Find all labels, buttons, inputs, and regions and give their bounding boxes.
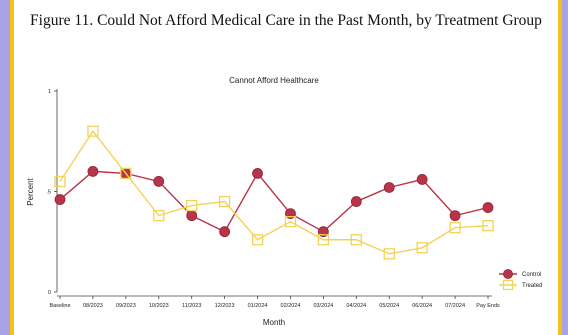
y-axis-label: Percent bbox=[26, 177, 35, 205]
x-tick-label: 07/2024 bbox=[445, 303, 465, 309]
x-tick-label: 02/2024 bbox=[281, 303, 301, 309]
x-tick-label: 06/2024 bbox=[412, 303, 432, 309]
data-point-control bbox=[187, 211, 197, 221]
x-tick-label: Baseline bbox=[49, 303, 70, 309]
x-tick-label: 04/2024 bbox=[346, 303, 366, 309]
y-tick-label: 1 bbox=[48, 89, 51, 95]
x-tick-label: 09/2023 bbox=[116, 303, 136, 309]
x-tick-label: 11/2023 bbox=[182, 303, 201, 309]
x-tick-label: 03/2024 bbox=[313, 303, 333, 309]
legend-marker-control bbox=[504, 270, 513, 279]
data-point-control bbox=[450, 211, 460, 221]
data-point-control bbox=[351, 197, 361, 207]
data-point-control bbox=[384, 182, 394, 192]
data-point-control bbox=[154, 176, 164, 186]
legend-label-treated: Treated bbox=[522, 283, 542, 289]
data-point-control bbox=[220, 227, 230, 237]
data-point-control bbox=[55, 195, 65, 205]
chart-title: Cannot Afford Healthcare bbox=[229, 76, 319, 85]
x-tick-label: 10/2023 bbox=[149, 303, 169, 309]
data-point-control bbox=[417, 174, 427, 184]
y-tick-label: .5 bbox=[46, 190, 51, 196]
x-tick-label: Pay Ends bbox=[476, 303, 500, 309]
x-tick-label: 08/2023 bbox=[83, 303, 103, 309]
x-tick-label: 05/2024 bbox=[379, 303, 399, 309]
data-point-control bbox=[253, 168, 263, 178]
x-tick-label: 01/2024 bbox=[248, 303, 268, 309]
x-tick-label: 12/2023 bbox=[215, 303, 235, 309]
x-axis-label: Month bbox=[263, 318, 285, 327]
data-point-control bbox=[88, 166, 98, 176]
legend-label-control: Control bbox=[522, 272, 541, 278]
data-point-control bbox=[483, 203, 493, 213]
y-tick-label: 0 bbox=[48, 290, 51, 296]
